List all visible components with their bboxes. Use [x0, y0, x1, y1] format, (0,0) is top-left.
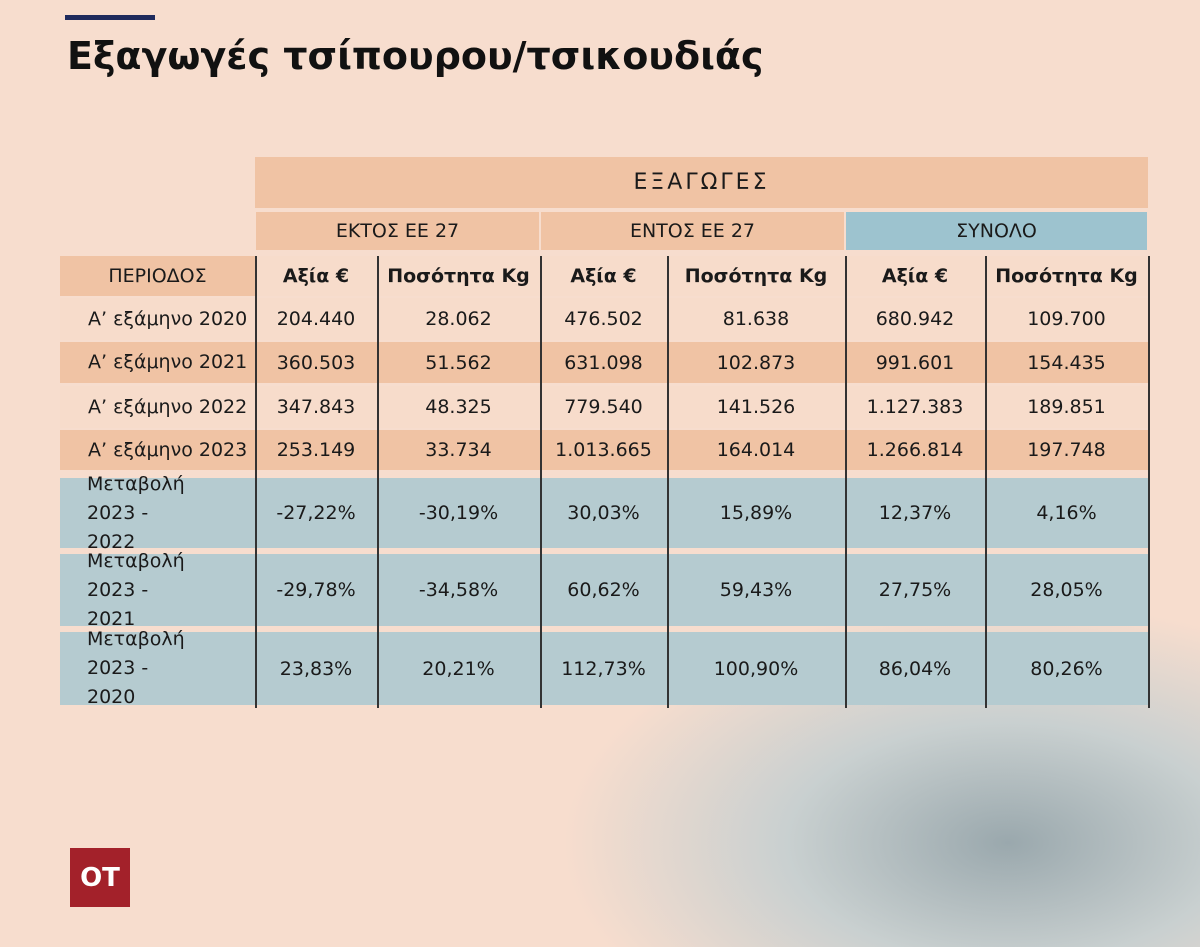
cell: 189.851	[1027, 396, 1106, 418]
column-header: Αξία €	[845, 256, 985, 296]
cell: 28,05%	[1030, 579, 1103, 601]
cell: 197.748	[1027, 439, 1106, 461]
cell: 30,03%	[567, 502, 640, 524]
column-header: Ποσότητα Kg	[377, 256, 540, 296]
logo: OT	[70, 848, 130, 907]
row-label: Μεταβολή 2023 - 2021	[87, 549, 185, 630]
cell: 154.435	[1027, 351, 1106, 374]
cell: 631.098	[564, 351, 643, 374]
cell: 51.562	[425, 351, 492, 374]
column-header: Αξία €	[255, 256, 377, 296]
row-background	[60, 430, 1148, 470]
column-divider	[845, 256, 847, 708]
cell: 33.734	[425, 439, 492, 461]
cell: 204.440	[276, 308, 356, 330]
cell: 60,62%	[567, 579, 640, 601]
cell: 81.638	[722, 308, 790, 330]
group-header: ΣΥΝΟΛΟ	[846, 212, 1147, 250]
group-title: ΕΞΑΓΩΓΕΣ	[255, 157, 1148, 208]
column-divider	[377, 256, 379, 708]
column-divider	[540, 256, 542, 708]
cell: 100,90%	[713, 657, 799, 680]
cell: 164.014	[716, 439, 796, 461]
row-background	[60, 554, 1148, 626]
cell: 141.526	[716, 396, 796, 418]
cell: 680.942	[875, 308, 955, 330]
group-header: ΕΚΤΟΣ ΕΕ 27	[256, 212, 539, 250]
cell: -30,19%	[418, 502, 499, 524]
cell: 360.503	[276, 351, 356, 374]
cell: 253.149	[276, 439, 356, 461]
row-label: Α’ εξάμηνο 2021	[88, 351, 248, 373]
cell: 347.843	[276, 396, 356, 418]
column-divider	[985, 256, 987, 708]
column-divider	[1148, 256, 1150, 708]
row-background	[60, 478, 1148, 548]
row-label: Μεταβολή 2023 - 2022	[87, 472, 185, 553]
cell: 991.601	[875, 351, 955, 374]
column-header: Ποσότητα Kg	[667, 256, 845, 296]
cell: 12,37%	[878, 502, 952, 524]
cell: -34,58%	[418, 579, 499, 601]
cell: 476.502	[564, 308, 643, 330]
column-divider	[667, 256, 669, 708]
accent-line	[65, 15, 155, 20]
column-header: Αξία €	[540, 256, 667, 296]
cell: 80,26%	[1030, 657, 1103, 680]
cell: 112,73%	[561, 657, 646, 680]
cell: 27,75%	[878, 579, 952, 601]
row-background	[60, 298, 1148, 340]
cell: -29,78%	[276, 579, 356, 601]
cell: 109.700	[1027, 308, 1106, 330]
cell: 1.266.814	[866, 439, 964, 461]
cell: 102.873	[716, 351, 796, 374]
cell: 1.127.383	[866, 396, 964, 418]
row-label: Α’ εξάμηνο 2023	[88, 438, 248, 461]
cell: 28.062	[425, 308, 492, 330]
cell: -27,22%	[276, 502, 356, 524]
row-label: Α’ εξάμηνο 2020	[88, 307, 248, 330]
row-background	[60, 386, 1148, 428]
row-label: Μεταβολή 2023 - 2020	[87, 628, 185, 708]
group-header: ΕΝΤΟΣ ΕΕ 27	[541, 212, 844, 250]
cell: 86,04%	[878, 657, 952, 680]
column-header: Ποσότητα Kg	[985, 256, 1148, 296]
cell: 59,43%	[719, 579, 793, 601]
cell: 23,83%	[279, 657, 353, 680]
cell: 4,16%	[1036, 502, 1097, 524]
cell: 48.325	[425, 396, 492, 418]
row-background	[60, 342, 1148, 383]
column-header: ΠΕΡΙΟΔΟΣ	[60, 256, 255, 296]
cell: 1.013.665	[555, 439, 652, 461]
cell: 20,21%	[422, 657, 495, 680]
cell: 15,89%	[719, 502, 793, 524]
row-background	[60, 632, 1148, 705]
column-divider	[255, 256, 257, 708]
title: Εξαγωγές τσίπουρου/τσικουδιάς	[67, 34, 764, 78]
cell: 779.540	[564, 396, 643, 418]
row-label: Α’ εξάμηνο 2022	[88, 395, 248, 418]
